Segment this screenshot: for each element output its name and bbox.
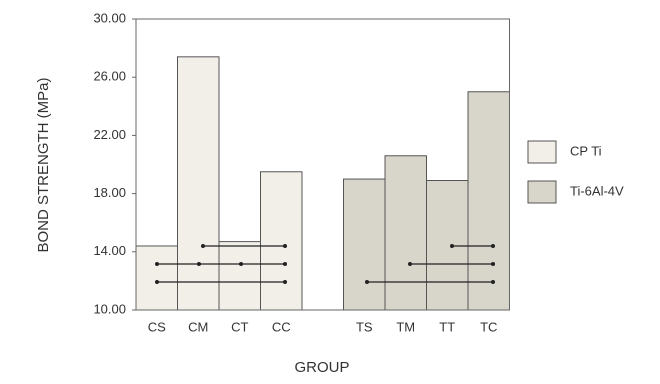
legend-label: CP Ti xyxy=(570,143,602,158)
bar xyxy=(426,180,469,311)
y-tick-label: 14.00 xyxy=(93,243,126,258)
legend-label: Ti-6Al-4V xyxy=(570,183,624,198)
bar xyxy=(135,245,178,311)
x-axis-label: GROUP xyxy=(294,359,349,376)
bar xyxy=(467,91,510,311)
legend-swatch xyxy=(527,180,557,204)
bar xyxy=(260,171,303,311)
x-tick-label: CM xyxy=(188,319,208,334)
legend-swatch xyxy=(527,140,557,164)
bar xyxy=(177,56,220,311)
y-tick-label: 18.00 xyxy=(93,185,126,200)
y-tick-label: 30.00 xyxy=(93,10,126,25)
x-tick-label: CS xyxy=(148,319,166,334)
plot-frame xyxy=(135,18,510,311)
bar xyxy=(218,241,261,311)
x-tick-label: TM xyxy=(396,319,415,334)
plot xyxy=(135,56,510,311)
y-tick-label: 26.00 xyxy=(93,69,126,84)
x-tick-label: TT xyxy=(439,319,455,334)
y-axis-label: BOND STRENGTH (MPa) xyxy=(35,77,52,252)
y-tick-label: 22.00 xyxy=(93,127,126,142)
bar xyxy=(343,178,386,311)
y-tick-label: 10.00 xyxy=(93,301,126,316)
x-tick-label: TS xyxy=(356,319,373,334)
x-tick-label: TC xyxy=(480,319,497,334)
significance-lines xyxy=(155,244,495,284)
bar xyxy=(384,155,427,311)
x-tick-label: CT xyxy=(231,319,248,334)
x-tick-label: CC xyxy=(272,319,291,334)
